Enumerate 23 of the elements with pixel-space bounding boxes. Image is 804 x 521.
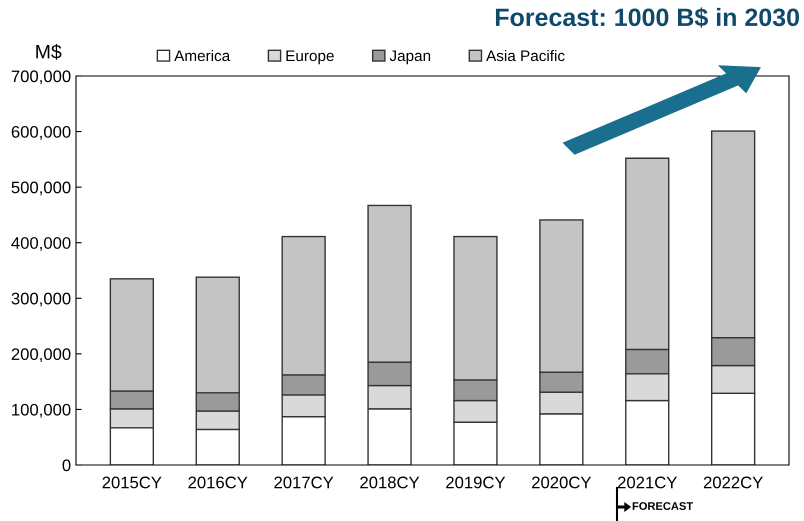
x-tick-label: 2015CY	[102, 476, 162, 488]
y-tick-label: 500,000	[12, 182, 70, 196]
y-axis-title: M$	[36, 44, 62, 60]
x-tick-label: 2019CY	[446, 476, 506, 488]
y-tick-label: 200,000	[12, 348, 70, 362]
y-tick-label: 100,000	[12, 404, 70, 418]
x-tick-label: 2016CY	[188, 476, 248, 488]
legend-label: Japan	[390, 50, 430, 64]
x-tick-label: 2018CY	[360, 476, 420, 488]
y-tick-label: 300,000	[12, 292, 70, 306]
y-tick-label: 0	[62, 459, 70, 472]
y-tick-label: 600,000	[12, 126, 70, 140]
legend-label: America	[174, 50, 230, 62]
text: Forecast: 1000 B$ in 2030	[496, 7, 799, 28]
text: FORECAST	[632, 502, 693, 510]
legend-label: Europe	[286, 50, 334, 64]
y-tick-label: 700,000	[12, 70, 70, 84]
x-tick-label: 2020CY	[532, 476, 592, 488]
x-tick-label: 2022CY	[704, 476, 763, 488]
x-tick-label: 2017CY	[274, 476, 334, 488]
x-tick-label: 2021CY	[618, 476, 678, 488]
y-tick-label: 400,000	[11, 237, 70, 251]
legend-label: Asia Pacific	[486, 50, 565, 62]
